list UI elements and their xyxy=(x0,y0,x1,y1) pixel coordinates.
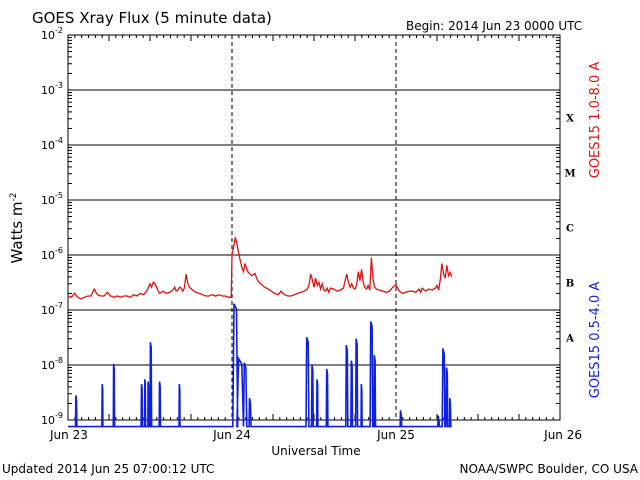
series-long-channel-line xyxy=(67,237,453,300)
y-tick-label: 10-7 xyxy=(41,301,63,317)
series-short-channel-line xyxy=(67,303,452,428)
y-axis-label: Watts m-2 xyxy=(8,192,26,263)
y-tick-label: 10-4 xyxy=(41,136,63,152)
plot-frame xyxy=(67,34,561,421)
x-tick-label: Jun 26 xyxy=(543,428,582,442)
x-tick-label: Jun 23 xyxy=(49,428,88,442)
x-axis-ticks: Jun 23 Jun 24 Jun 25 Jun 26 xyxy=(49,35,582,442)
legend-long-channel-group: GOES15 1.0-8.0 A xyxy=(588,62,603,179)
grid-lines xyxy=(68,35,560,420)
y-axis-label-group: Watts m-2 xyxy=(8,192,26,263)
legend-long-channel: GOES15 1.0-8.0 A xyxy=(588,62,603,179)
credit-label: NOAA/SWPC Boulder, CO USA xyxy=(460,462,639,476)
series-layer xyxy=(67,237,453,428)
y-tick-label: 10-6 xyxy=(41,246,63,262)
y-tick-label: 10-3 xyxy=(41,81,63,97)
x-tick-label: Jun 24 xyxy=(212,428,251,442)
updated-timestamp: Updated 2014 Jun 25 07:00:12 UTC xyxy=(2,462,214,476)
x-tick-label: Jun 25 xyxy=(376,428,415,442)
legend-short-channel: GOES15 0.5-4.0 A xyxy=(588,282,603,399)
x-axis-label: Universal Time xyxy=(271,444,360,458)
y-tick-label: 10-5 xyxy=(41,191,63,207)
begin-time-label: Begin: 2014 Jun 23 0000 UTC xyxy=(406,19,582,33)
y-tick-label: 10-9 xyxy=(41,411,63,427)
y-axis-ticks: 10-2 10-3 10-4 10-5 10-6 10-7 10-8 10-9 xyxy=(41,26,560,427)
flare-class-b: B xyxy=(566,279,574,290)
y-axis-label-exponent: -2 xyxy=(9,192,19,201)
legend-short-channel-group: GOES15 0.5-4.0 A xyxy=(588,282,603,399)
y-tick-label: 10-8 xyxy=(41,356,63,372)
flare-class-c: C xyxy=(566,224,574,235)
y-tick-label: 10-2 xyxy=(41,26,63,42)
chart-title: GOES Xray Flux (5 minute data) xyxy=(32,9,272,27)
flare-class-a: A xyxy=(565,334,574,345)
flare-class-x: X xyxy=(566,114,574,125)
y-axis-label-text: Watts m xyxy=(8,201,26,263)
flare-class-labels: X M C B A xyxy=(564,114,575,345)
flare-class-m: M xyxy=(564,169,575,180)
